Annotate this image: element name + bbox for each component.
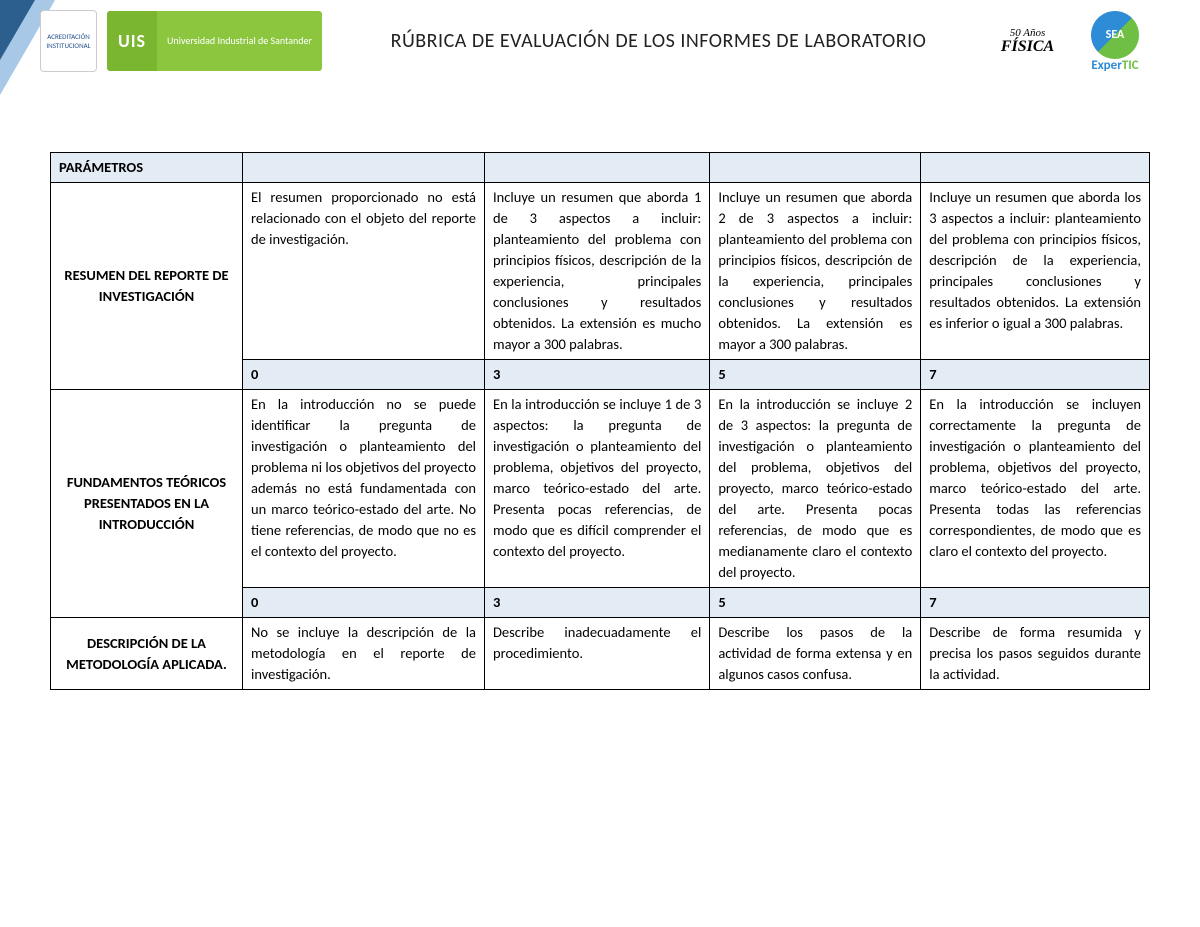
rubric-cell: En la introducción no se puede identific… xyxy=(243,390,485,588)
table-row: FUNDAMENTOS TEÓRICOS PRESENTADOS EN LA I… xyxy=(51,390,1150,588)
rubric-cell: En la introducción se incluyen correctam… xyxy=(921,390,1150,588)
param-label: DESCRIPCIÓN DE LA METODOLOGÍA APLICADA. xyxy=(51,618,243,690)
table-header-row: PARÁMETROS xyxy=(51,153,1150,183)
expertic-text: ExperTIC xyxy=(1070,59,1160,72)
rubric-cell: Incluye un resumen que aborda 1 de 3 asp… xyxy=(485,183,710,360)
rubric-cell: Incluye un resumen que aborda 2 de 3 asp… xyxy=(710,183,921,360)
param-label: RESUMEN DEL REPORTE DE INVESTIGACIÓN xyxy=(51,183,243,390)
table-row: DESCRIPCIÓN DE LA METODOLOGÍA APLICADA. … xyxy=(51,618,1150,690)
expertic-a: Exper xyxy=(1091,58,1121,73)
rubric-table: PARÁMETROS RESUMEN DEL REPORTE DE INVEST… xyxy=(50,152,1150,690)
table-row: RESUMEN DEL REPORTE DE INVESTIGACIÓN El … xyxy=(51,183,1150,360)
expertic-logo: SEA ExperTIC xyxy=(1070,11,1160,72)
page-accent-dark xyxy=(0,0,35,60)
rubric-cell: El resumen proporcionado no está relacio… xyxy=(243,183,485,360)
score-cell: 3 xyxy=(485,588,710,618)
rubric-cell: No se incluye la descripción de la metod… xyxy=(243,618,485,690)
uis-short-label: UIS xyxy=(107,11,157,71)
score-cell: 0 xyxy=(243,588,485,618)
uis-full-label: Universidad Industrial de Santander xyxy=(157,35,322,47)
sea-badge: SEA xyxy=(1091,11,1139,59)
fisica-top-label: 50 Años xyxy=(995,28,1060,39)
score-cell: 5 xyxy=(710,360,921,390)
rubric-cell: En la introducción se incluye 1 de 3 asp… xyxy=(485,390,710,588)
rubric-cell: Incluye un resumen que aborda los 3 aspe… xyxy=(921,183,1150,360)
score-cell: 0 xyxy=(243,360,485,390)
fisica-bot-label: FÍSICA xyxy=(995,39,1060,55)
score-cell: 7 xyxy=(921,360,1150,390)
acreditacion-label: ACREDITACIÓN INSTITUCIONAL xyxy=(41,32,96,50)
fisica-logo: 50 Años FÍSICA xyxy=(995,28,1060,55)
acreditacion-logo: ACREDITACIÓN INSTITUCIONAL xyxy=(40,10,97,72)
rubric-cell: Describe de forma resumida y precisa los… xyxy=(921,618,1150,690)
param-label: FUNDAMENTOS TEÓRICOS PRESENTADOS EN LA I… xyxy=(51,390,243,618)
rubric-cell: Describe los pasos de la actividad de fo… xyxy=(710,618,921,690)
score-cell: 7 xyxy=(921,588,1150,618)
sea-badge-text: SEA xyxy=(1106,29,1125,41)
rubric-cell: En la introducción se incluye 2 de 3 asp… xyxy=(710,390,921,588)
header-empty xyxy=(921,153,1150,183)
score-cell: 5 xyxy=(710,588,921,618)
rubric-cell: Describe inadecuadamente el procedimient… xyxy=(485,618,710,690)
uis-logo: UIS Universidad Industrial de Santander xyxy=(107,11,322,71)
expertic-b: TIC xyxy=(1122,58,1139,73)
header-parametros: PARÁMETROS xyxy=(51,153,243,183)
page-title: RÚBRICA DE EVALUACIÓN DE LOS INFORMES DE… xyxy=(332,29,985,53)
page-header: ACREDITACIÓN INSTITUCIONAL UIS Universid… xyxy=(0,0,1200,82)
score-cell: 3 xyxy=(485,360,710,390)
header-empty xyxy=(710,153,921,183)
header-empty xyxy=(243,153,485,183)
header-empty xyxy=(485,153,710,183)
